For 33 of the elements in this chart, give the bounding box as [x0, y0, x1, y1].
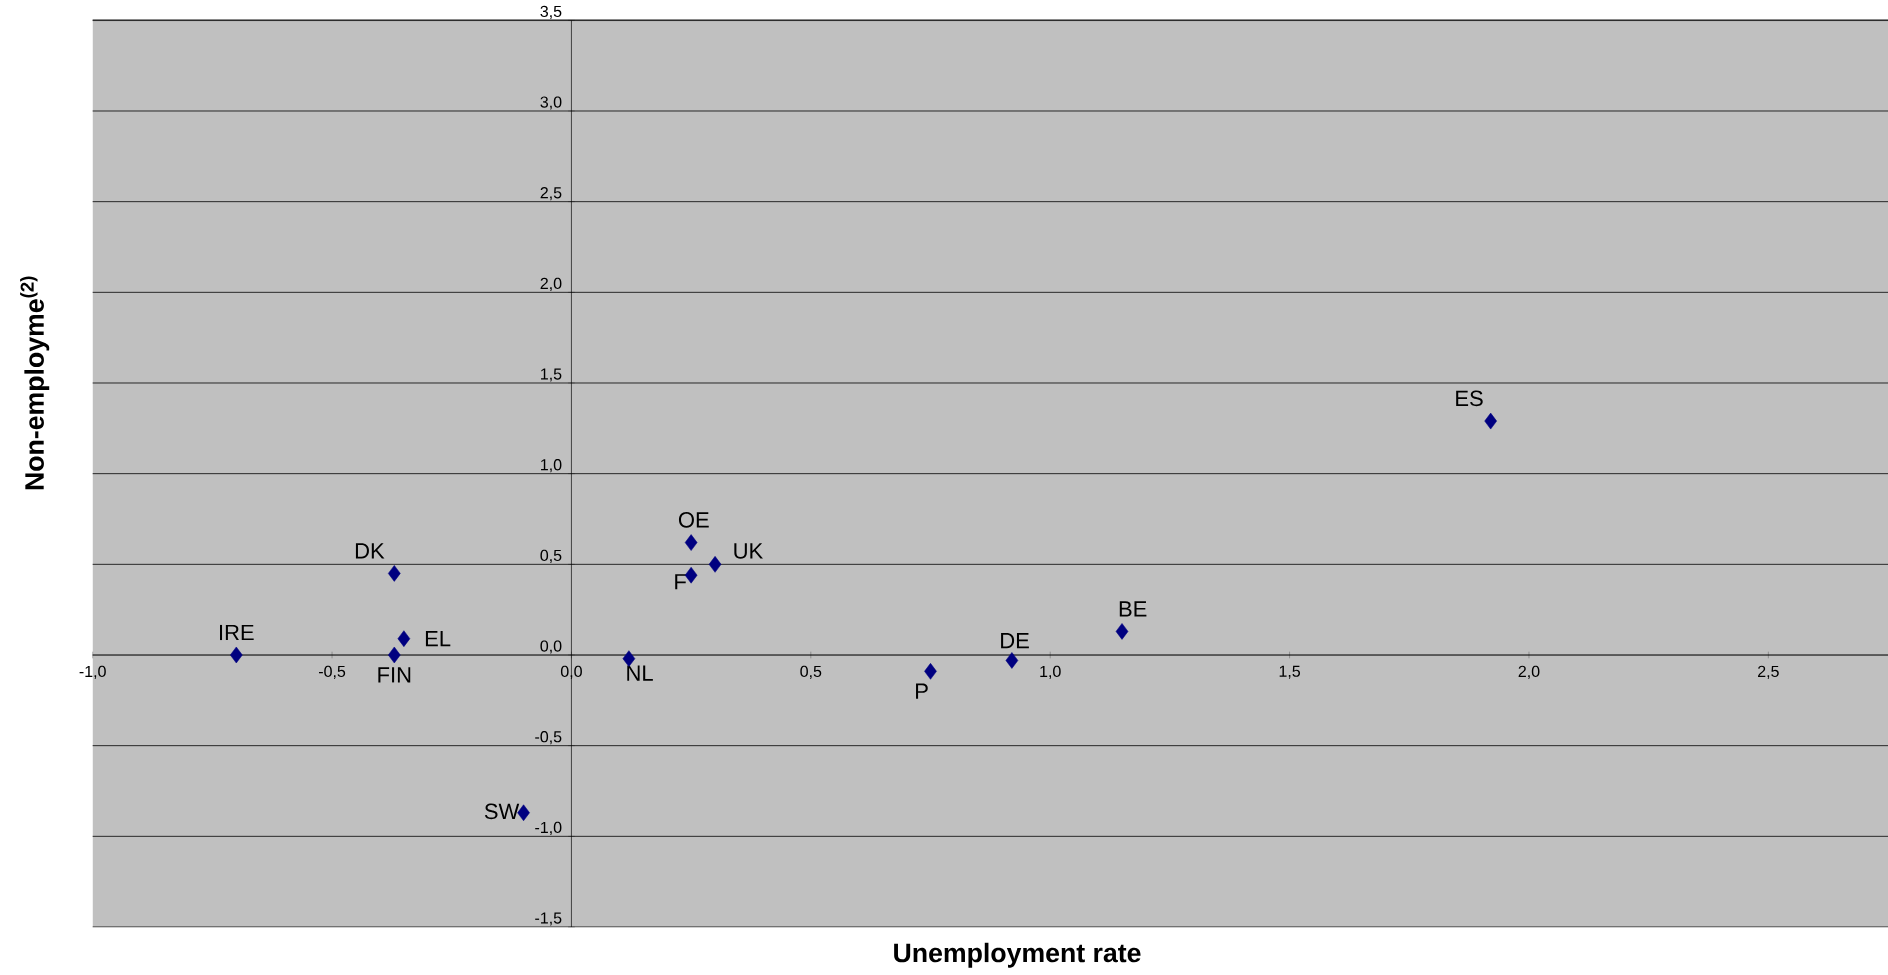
y-axis-title: Non-employme$^{(2)}$ [20, 276, 50, 490]
y-tick-label: -1,0 [535, 821, 562, 835]
y-tick-label: 1,5 [541, 368, 562, 382]
x-tick-label: 1,0 [1040, 665, 1061, 679]
annotation: BE [1119, 601, 1147, 617]
annotation: UK [734, 543, 763, 559]
annotation: FIN [378, 667, 411, 683]
x-tick-label: 2,5 [1758, 665, 1779, 679]
x-tick-label: -0,5 [318, 665, 346, 679]
annotation: OE [678, 512, 709, 528]
x-tick-label: -1,0 [79, 665, 106, 679]
y-tick-label: 0,5 [540, 549, 562, 563]
annotation: ES [1456, 390, 1483, 407]
y-tick-label: 2,0 [540, 277, 562, 291]
x-axis-title: Unemployment rate [894, 942, 1141, 968]
y-tick-label: -0,5 [535, 731, 562, 745]
annotation: IRE [219, 624, 254, 641]
annotation: F [675, 574, 686, 590]
y-tick-label: 2,5 [540, 187, 562, 201]
x-tick-label: 1,5 [1279, 665, 1301, 679]
y-tick-label: -1,5 [535, 912, 562, 926]
y-tick-label: 0,0 [540, 640, 562, 654]
annotation: SW [484, 803, 520, 820]
annotation: NL [627, 665, 653, 681]
annotation: DK [355, 543, 385, 559]
x-tick-label: 0,5 [800, 665, 822, 679]
annotation: P [916, 683, 928, 699]
y-tick-label: 3,5 [540, 5, 562, 19]
annotation: EL [425, 631, 451, 647]
y-tick-label: 1,0 [541, 459, 562, 473]
x-tick-label: 2,0 [1518, 665, 1540, 679]
annotation: DE [1001, 633, 1029, 649]
y-tick-label: 3,0 [540, 96, 562, 110]
